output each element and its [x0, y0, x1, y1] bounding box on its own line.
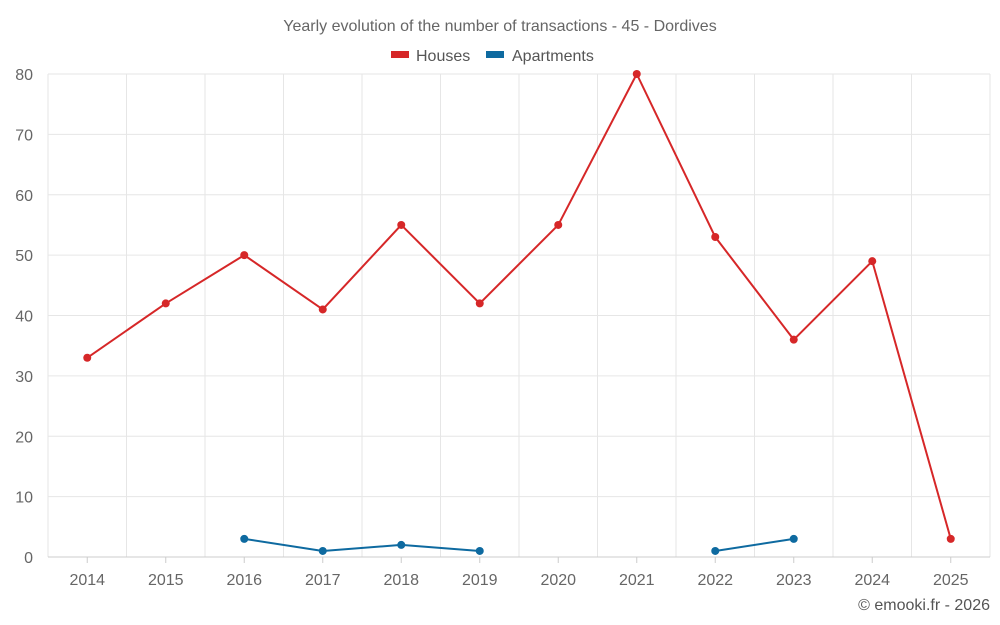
y-tick-label: 20: [15, 429, 33, 446]
y-tick-label: 40: [15, 309, 33, 326]
point-houses-2014[interactable]: [83, 353, 92, 362]
series: [83, 70, 955, 555]
series-houses: [83, 70, 955, 543]
x-tick-label-2020: 2020: [540, 572, 576, 589]
y-tick-label: 10: [15, 490, 33, 507]
x-tick-label-2023: 2023: [776, 572, 812, 589]
point-houses-2022[interactable]: [711, 233, 720, 242]
point-houses-2019[interactable]: [475, 299, 484, 308]
x-tick-label-2024: 2024: [854, 572, 890, 589]
point-houses-2020[interactable]: [554, 220, 563, 229]
point-houses-2025[interactable]: [946, 534, 955, 543]
point-houses-2017[interactable]: [318, 305, 327, 314]
x-tick-label-2018: 2018: [383, 572, 419, 589]
series-line-apartments-1: [715, 537, 794, 552]
series-line-houses-0: [86, 73, 952, 540]
point-apartments-2023[interactable]: [789, 534, 798, 543]
chart-title: Yearly evolution of the number of transa…: [283, 18, 716, 35]
x-tick-label-2025: 2025: [933, 572, 969, 589]
y-tick-label: 70: [15, 127, 33, 144]
x-tick-label-2021: 2021: [619, 572, 655, 589]
y-tick-label: 60: [15, 188, 33, 205]
point-apartments-2022[interactable]: [711, 546, 720, 555]
point-houses-2015[interactable]: [161, 299, 170, 308]
legend-item-houses[interactable]: Houses: [391, 48, 470, 65]
series-apartments: [240, 534, 798, 555]
x-tick-label-2016: 2016: [226, 572, 262, 589]
x-tick-label-2015: 2015: [148, 572, 184, 589]
y-tick-label: 50: [15, 248, 33, 265]
point-houses-2023[interactable]: [789, 335, 798, 344]
credit-text: © emooki.fr - 2026: [858, 597, 990, 614]
point-houses-2024[interactable]: [868, 257, 877, 266]
x-tick-label-2017: 2017: [305, 572, 341, 589]
legend: Houses Apartments: [391, 48, 594, 65]
gridlines: [47, 73, 991, 557]
legend-swatch-houses: [391, 51, 409, 58]
point-apartments-2017[interactable]: [318, 546, 327, 555]
y-tick-label: 80: [15, 67, 33, 84]
point-houses-2016[interactable]: [240, 251, 249, 260]
y-tick-label: 0: [24, 550, 33, 567]
point-houses-2018[interactable]: [397, 220, 406, 229]
x-tick-label-2014: 2014: [69, 572, 105, 589]
legend-label-apartments: Apartments: [512, 48, 594, 65]
y-tick-label: 30: [15, 369, 33, 386]
x-tick-label-2019: 2019: [462, 572, 498, 589]
legend-swatch-apartments: [486, 51, 504, 58]
legend-label-houses: Houses: [416, 48, 470, 65]
x-axis: 2014 2015 2016 2017 2018 2019 2020 2021 2022 2023…: [48, 556, 990, 589]
series-line-apartments-0: [244, 537, 480, 552]
point-apartments-2016[interactable]: [240, 534, 249, 543]
legend-item-apartments[interactable]: Apartments: [486, 48, 594, 65]
point-apartments-2018[interactable]: [397, 540, 406, 549]
point-houses-2021[interactable]: [632, 70, 641, 78]
y-axis: 0 10 20 30 40 50 60 70 80: [15, 67, 33, 567]
x-tick-label-2022: 2022: [697, 572, 733, 589]
point-apartments-2019[interactable]: [475, 546, 484, 555]
